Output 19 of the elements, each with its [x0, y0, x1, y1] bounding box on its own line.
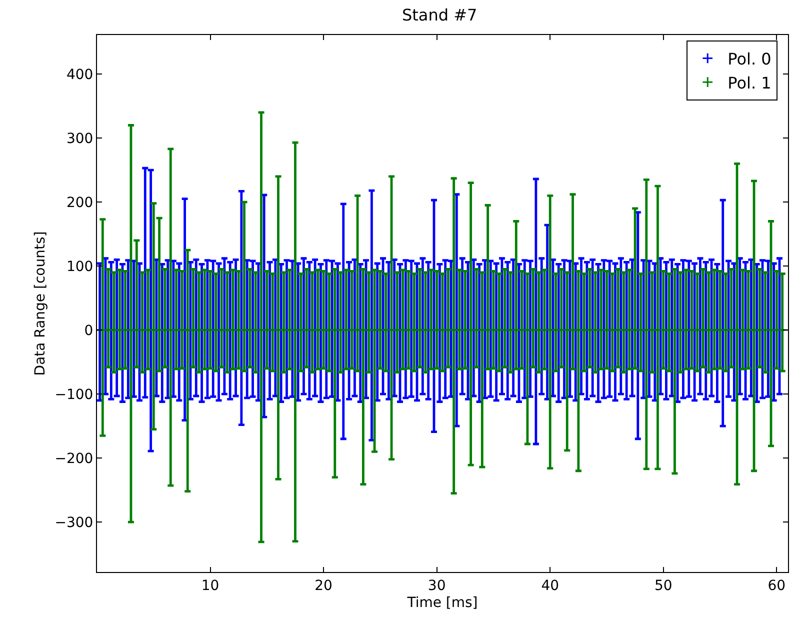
legend-label: Pol. 0 — [728, 50, 772, 69]
y-axis-title: Data Range [counts] — [32, 231, 48, 376]
y-tick-label: 300 — [66, 130, 94, 147]
y-tick-label: −100 — [54, 386, 94, 403]
x-tick-label: 40 — [541, 578, 560, 594]
y-tick-label: 200 — [66, 194, 94, 211]
x-tick-label: 60 — [768, 578, 786, 594]
x-tick-label: 30 — [428, 578, 446, 594]
x-tick-label: 20 — [314, 578, 332, 594]
x-axis-title: Time [ms] — [406, 595, 478, 612]
x-tick-label: 50 — [654, 578, 672, 594]
y-tick-label: −300 — [54, 514, 94, 531]
y-tick-label: 0 — [84, 322, 94, 339]
y-tick-label: −200 — [54, 450, 94, 467]
y-tick-label: 400 — [66, 66, 94, 83]
chart-title: Stand #7 — [402, 5, 478, 24]
legend-label: Pol. 1 — [728, 73, 772, 92]
x-tick-label: 10 — [201, 578, 220, 594]
y-tick-label: 100 — [66, 258, 94, 275]
